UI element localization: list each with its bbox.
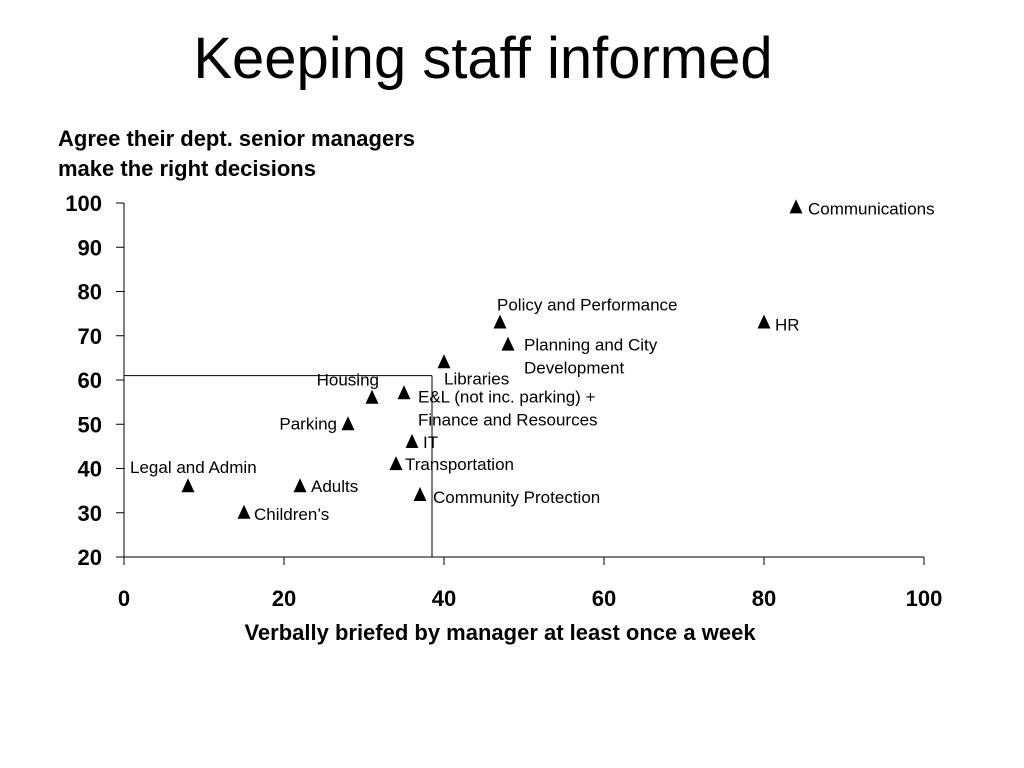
y-tick-label: 40 xyxy=(78,457,102,482)
x-tick-label: 100 xyxy=(906,586,943,611)
slide-title: Keeping staff informed xyxy=(193,26,773,91)
data-point-marker xyxy=(365,389,379,404)
y-tick-label: 30 xyxy=(78,501,102,526)
y-tick-label: 50 xyxy=(78,412,102,437)
data-point-marker xyxy=(405,433,419,448)
data-point-marker xyxy=(341,416,355,431)
data-point-marker xyxy=(757,314,771,329)
data-point-label: Adults xyxy=(311,477,358,496)
data-point-marker xyxy=(389,456,403,471)
y-tick-label: 100 xyxy=(65,191,102,216)
data-point-marker xyxy=(413,487,427,502)
data-point-label: Communications xyxy=(808,199,935,218)
x-tick-label: 20 xyxy=(272,586,296,611)
data-point-label: Policy and Performance xyxy=(497,295,677,314)
data-point-label: Housing xyxy=(317,371,379,390)
y-tick-label: 60 xyxy=(78,368,102,393)
data-point-marker xyxy=(437,354,451,369)
data-point-marker xyxy=(293,478,307,493)
data-point-marker xyxy=(789,199,803,214)
data-point-label: Libraries xyxy=(444,369,509,388)
data-point-label: Transportation xyxy=(405,455,514,474)
data-point-label: Parking xyxy=(279,414,337,433)
data-point-marker xyxy=(501,336,515,351)
y-axis-title-line-2: make the right decisions xyxy=(58,156,316,181)
x-tick-label: 60 xyxy=(592,586,616,611)
data-point-label: IT xyxy=(423,433,438,452)
data-point-label: E&L (not inc. parking) + Finance and Reso… xyxy=(418,387,598,429)
y-tick-label: 20 xyxy=(78,545,102,570)
x-tick-label: 0 xyxy=(118,586,130,611)
x-axis-title: Verbally briefed by manager at least onc… xyxy=(244,620,756,645)
data-point-label: Legal and Admin xyxy=(130,458,257,477)
data-point-label: Children’s xyxy=(254,505,329,524)
y-axis-title: Agree their dept. senior managers make t… xyxy=(58,124,518,184)
x-tick-label: 40 xyxy=(432,586,456,611)
data-point-label: HR xyxy=(775,315,800,334)
data-point-marker xyxy=(493,314,507,329)
x-tick-label: 80 xyxy=(752,586,776,611)
data-point-label: Community Protection xyxy=(433,488,600,507)
y-tick-label: 70 xyxy=(78,324,102,349)
data-point-marker xyxy=(181,478,195,493)
data-point-label: Planning and City Development xyxy=(524,336,658,378)
y-axis-title-line-1: Agree their dept. senior managers xyxy=(58,126,415,151)
data-point-marker xyxy=(397,385,411,400)
y-tick-label: 90 xyxy=(78,235,102,260)
y-tick-label: 80 xyxy=(78,280,102,305)
data-point-marker xyxy=(237,504,251,519)
